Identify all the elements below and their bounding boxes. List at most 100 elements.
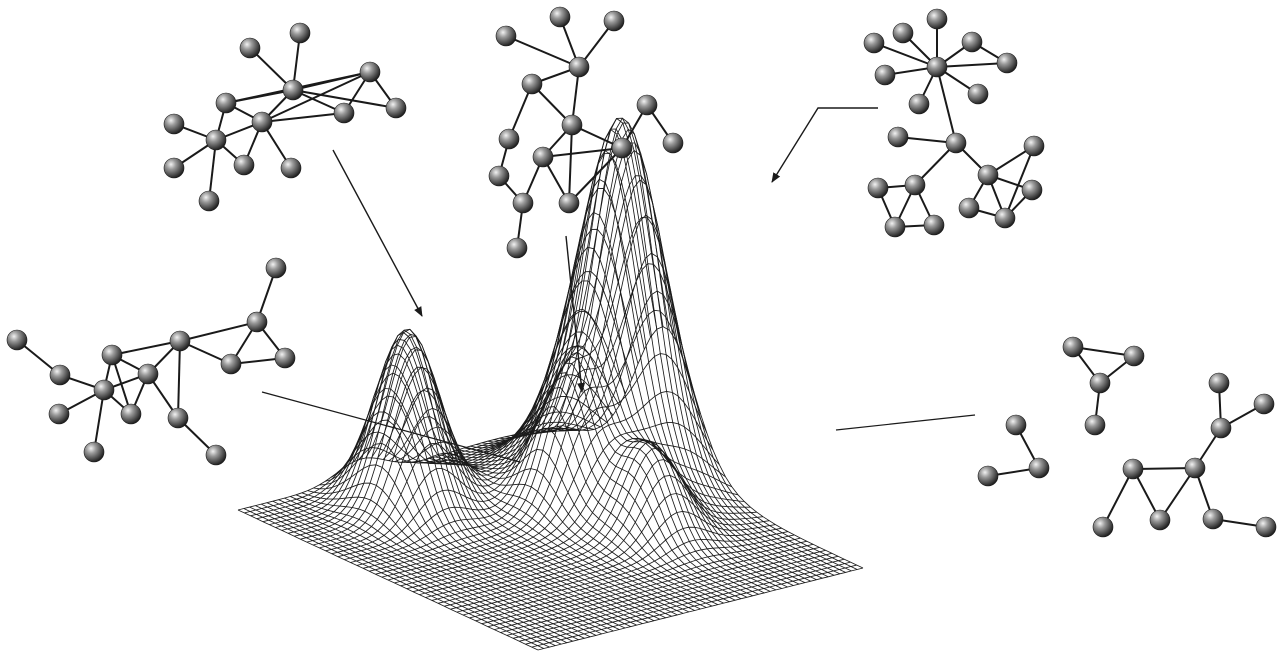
surface-grid-line: [266, 502, 568, 644]
surface-grid-line: [255, 505, 556, 646]
network-node: [892, 22, 914, 44]
network-edge: [1132, 467, 1196, 470]
surface-grid-line: [336, 372, 637, 626]
surface-grid-line: [545, 214, 846, 573]
pointer-line-right: [835, 414, 976, 431]
network-node: [205, 444, 227, 466]
network-node: [6, 329, 28, 351]
network-edge: [1159, 467, 1196, 521]
network-node: [532, 146, 554, 168]
network-node: [93, 379, 115, 401]
surface-grid-line: [261, 503, 562, 645]
surface-grid-line: [562, 326, 864, 569]
surface-grid-line: [324, 419, 626, 629]
network-node: [558, 192, 580, 214]
surface-grid-line: [275, 344, 601, 528]
network-node: [1122, 458, 1144, 480]
network-node: [265, 257, 287, 279]
network-node: [169, 330, 191, 352]
network-edge: [936, 66, 957, 144]
network-node: [251, 111, 273, 133]
surface-grid-line: [290, 496, 591, 638]
network-node: [874, 64, 896, 86]
surface-grid-line: [499, 178, 800, 585]
network-edge: [1102, 468, 1134, 528]
network-node: [289, 22, 311, 44]
network-edge: [177, 340, 181, 419]
network-node: [488, 165, 510, 187]
surface-grid-line: [249, 506, 550, 648]
network-node: [1021, 179, 1043, 201]
network-node: [282, 79, 304, 101]
network-node: [662, 132, 684, 154]
arrow-to-tall-peak: [771, 107, 878, 183]
network-node: [636, 94, 658, 116]
network-node: [233, 154, 255, 176]
network-node: [498, 128, 520, 150]
network-node: [568, 56, 590, 78]
surface-grid-line: [353, 329, 655, 622]
network-node: [1028, 457, 1050, 479]
surface-grid-line: [539, 179, 840, 575]
network-node: [220, 353, 242, 375]
network-node: [958, 197, 980, 219]
network-node: [961, 31, 983, 53]
network-node: [506, 237, 528, 259]
network-node: [926, 8, 948, 30]
network-edge: [568, 147, 623, 204]
network-node: [908, 93, 930, 115]
pointer-line-left: [261, 391, 521, 463]
network-node: [904, 174, 926, 196]
surface-grid-line: [330, 395, 632, 627]
surface-grid-line: [510, 129, 811, 582]
network-node: [1149, 509, 1171, 531]
surface-grid-line: [342, 353, 643, 624]
network-node: [1255, 516, 1277, 538]
network-node: [867, 177, 889, 199]
surface-grid-line: [522, 117, 823, 579]
network-node: [549, 6, 571, 28]
surface-grid-line: [388, 407, 690, 613]
network-node: [101, 344, 123, 366]
network-node: [996, 52, 1018, 74]
surface-grid-line: [435, 386, 736, 601]
surface-grid-line: [243, 508, 544, 649]
network-node: [603, 10, 625, 32]
network-edge: [261, 112, 345, 123]
network-node: [561, 114, 583, 136]
network-node: [1005, 414, 1027, 436]
surface-grid-line: [481, 280, 782, 589]
surface-grid-line: [347, 338, 649, 623]
energy-surface: [237, 117, 864, 651]
network-node: [385, 97, 407, 119]
network-edge: [936, 62, 1008, 68]
surface-grid-line: [394, 426, 695, 611]
surface-grid-line: [313, 464, 614, 632]
network-node: [923, 214, 945, 236]
network-node: [1253, 393, 1275, 415]
surface-grid-line: [301, 492, 602, 635]
network-node: [274, 347, 296, 369]
network-node: [1202, 508, 1224, 530]
connector-lines: [261, 107, 976, 463]
network-mid-left: [6, 257, 296, 466]
surface-grid-line: [440, 372, 742, 600]
surface-grid-line: [528, 128, 829, 578]
network-top-right: [863, 8, 1045, 238]
network-bottom-right: [977, 336, 1277, 538]
network-node: [246, 311, 268, 333]
network-node: [1084, 414, 1106, 436]
surface-grid-line: [365, 335, 666, 619]
network-edge: [179, 321, 258, 342]
network-edge: [873, 42, 938, 68]
surface-grid-line: [458, 351, 759, 595]
surface-grid-line: [382, 387, 684, 614]
network-node: [495, 25, 517, 47]
network-node: [120, 403, 142, 425]
surface-grid-line: [295, 494, 597, 636]
network-node: [1023, 135, 1045, 157]
surface-grid-line: [493, 211, 794, 586]
network-node: [994, 207, 1016, 229]
